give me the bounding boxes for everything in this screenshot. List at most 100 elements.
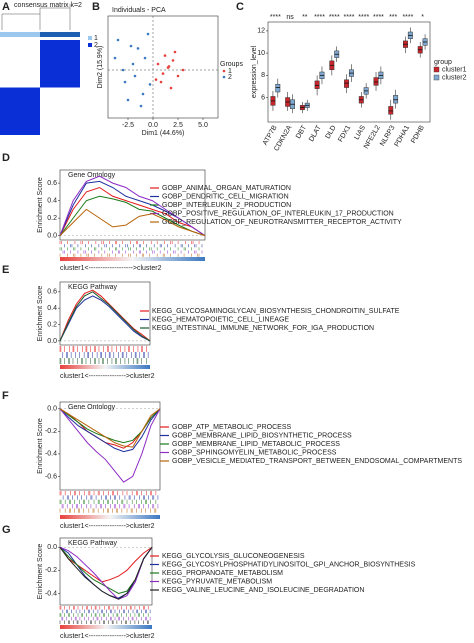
rank-gradient	[60, 625, 152, 629]
cluster-strip	[40, 32, 80, 37]
point	[146, 32, 150, 36]
panel-label: B	[92, 1, 100, 13]
y-tick-label: 0.2	[47, 215, 57, 222]
panel-label: D	[2, 152, 10, 164]
y-tick-label: -0.4	[45, 590, 57, 597]
plot-frame	[59, 281, 151, 346]
y-axis-label: Enrichment Score	[37, 544, 44, 600]
legend-label: GOBP_MEMBRANE_LIPID_BIOSYNTHETIC_PROCESS	[172, 432, 352, 439]
legend-label: GOBP_SPHINGOMYELIN_METABOLIC_PROCESS	[172, 449, 337, 456]
y-tick-label: 0.4	[47, 197, 57, 204]
point	[129, 44, 133, 48]
legend-label: KEGG_GLYCOLYSIS_GLUCONEOGENESIS	[162, 553, 305, 560]
chart-title: Individuals - PCA	[112, 7, 166, 14]
point	[176, 74, 180, 78]
point	[141, 92, 145, 96]
plot-frame	[267, 21, 431, 123]
legend-label: KEGG_INTESTINAL_IMMUNE_NETWORK_FOR_IGA_P…	[152, 325, 374, 332]
legend-label: GOBP_VESICLE_MEDIATED_TRANSPORT_BETWEEN_…	[172, 458, 462, 465]
box	[275, 83, 281, 93]
legend-label: GOBP_DENDRITIC_CELL_MIGRATION	[162, 193, 289, 200]
point	[167, 65, 171, 68]
point	[139, 104, 143, 108]
point	[171, 59, 175, 62]
panel-label: C	[236, 1, 244, 13]
legend-label: KEGG_GLYCOSYLPHOSPHATIDYLINOSITOL_GPI_AN…	[162, 561, 416, 568]
legend-swatch	[433, 74, 440, 81]
heat-cell	[0, 40, 40, 88]
legend-title: Groups	[220, 61, 243, 68]
legend-swatch	[222, 69, 226, 73]
point	[116, 38, 120, 42]
es-line	[59, 289, 151, 342]
significance-label: **	[302, 14, 308, 21]
significance-label: ****	[344, 14, 355, 21]
y-tick-label: -0.2	[45, 567, 57, 574]
point	[113, 56, 117, 60]
chart-title: Gene Ontology	[68, 404, 116, 411]
legend-label: KEGG_HEMATOPOIETIC_CELL_LINEAGE	[152, 316, 289, 323]
cluster-strip	[0, 32, 40, 37]
es-line	[59, 408, 161, 448]
point	[163, 54, 167, 57]
panel-label: E	[2, 264, 9, 276]
legend-swatch	[88, 36, 92, 40]
point	[154, 78, 158, 81]
dendrogram	[1, 4, 71, 30]
rank-gradient	[60, 365, 150, 369]
x-tick-label: DLAT	[308, 124, 323, 143]
panel-label: G	[2, 524, 11, 536]
y-tick-label: 12	[257, 28, 265, 35]
es-line	[59, 408, 161, 449]
legend-label: GOBP_REGULATION_OF_NEUROTRANSMITTER_RECE…	[162, 219, 402, 226]
legend-label: 1	[228, 68, 232, 75]
point	[161, 72, 165, 75]
box	[373, 77, 379, 86]
point	[156, 62, 160, 66]
point	[126, 98, 130, 102]
significance-label: *	[421, 14, 424, 21]
legend-swatch	[222, 75, 226, 79]
point	[173, 50, 177, 54]
y-tick-label: -0.4	[45, 451, 57, 458]
rank-gradient	[60, 515, 160, 519]
significance-label: ****	[373, 14, 384, 21]
legend-label: 1	[94, 35, 98, 42]
point	[133, 74, 137, 78]
heat-cell	[40, 87, 80, 135]
es-line	[59, 546, 153, 600]
x-tick-label: -2.5	[122, 122, 134, 129]
point	[181, 68, 185, 72]
y-tick-label: 0.2	[47, 321, 57, 328]
point	[148, 83, 152, 86]
es-line	[59, 186, 206, 237]
plot-frame	[107, 15, 219, 119]
es-line	[59, 408, 161, 483]
box	[388, 106, 394, 115]
panel-label: A	[2, 1, 10, 13]
x-axis-label: Dim1 (44.6%)	[142, 130, 185, 137]
legend-label: GOBP_POSITIVE_REGULATION_OF_INTERLEUKIN_…	[162, 210, 394, 217]
y-axis-label: Enrichment Score	[37, 418, 44, 474]
es-line	[59, 546, 153, 600]
legend-swatch	[433, 66, 440, 73]
es-line	[59, 291, 151, 342]
point	[136, 47, 140, 50]
significance-label: ****	[358, 14, 369, 21]
legend-label: GOBP_INTERLEUKIN_2_PRODUCTION	[162, 202, 291, 209]
x-axis-label: cluster1<---------------->cluster2	[60, 633, 155, 640]
es-line	[59, 195, 206, 237]
chart-title: consensus matrix k=2	[14, 2, 82, 9]
box	[393, 95, 399, 104]
heat-cell	[0, 87, 40, 135]
x-tick-label: 5.0	[198, 122, 208, 129]
point	[169, 86, 173, 90]
point	[159, 80, 163, 84]
chart-title: KEGG Pathway	[68, 540, 118, 547]
legend-label: 2	[228, 74, 232, 81]
heat-cell	[40, 40, 80, 88]
es-line	[59, 408, 161, 453]
point	[121, 68, 125, 72]
legend-label: GOBP_ATP_METABOLIC_PROCESS	[172, 424, 291, 431]
